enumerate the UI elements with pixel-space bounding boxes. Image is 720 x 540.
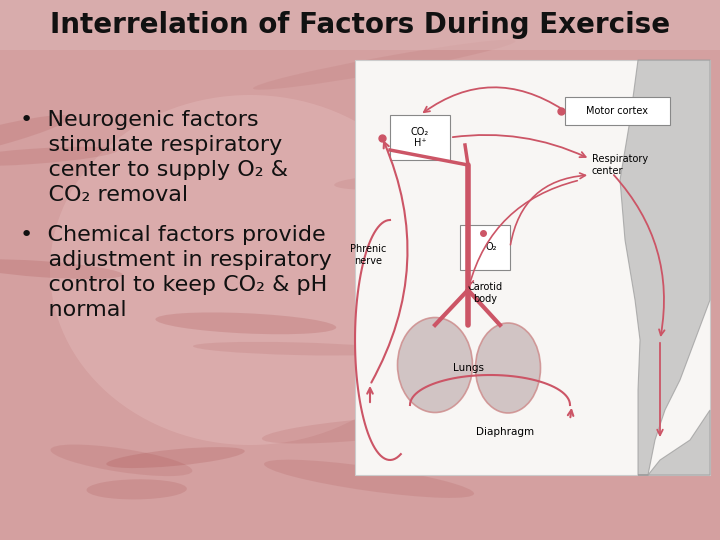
Text: control to keep CO₂ & pH: control to keep CO₂ & pH xyxy=(20,275,328,295)
Ellipse shape xyxy=(50,444,192,476)
Text: Interrelation of Factors During Exercise: Interrelation of Factors During Exercise xyxy=(50,11,670,39)
Text: normal: normal xyxy=(20,300,127,320)
Ellipse shape xyxy=(262,417,456,443)
Ellipse shape xyxy=(397,318,472,413)
Ellipse shape xyxy=(156,313,336,334)
Ellipse shape xyxy=(0,147,117,166)
Ellipse shape xyxy=(193,342,399,355)
Bar xyxy=(0,0,720,50)
Ellipse shape xyxy=(0,115,70,163)
Bar xyxy=(460,225,510,270)
Text: Phrenic
nerve: Phrenic nerve xyxy=(350,244,386,266)
Polygon shape xyxy=(620,60,710,475)
Ellipse shape xyxy=(50,95,450,445)
Ellipse shape xyxy=(334,176,426,190)
Text: adjustment in respiratory: adjustment in respiratory xyxy=(20,250,332,270)
Text: •  Chemical factors provide: • Chemical factors provide xyxy=(20,225,325,245)
Text: Motor cortex: Motor cortex xyxy=(587,106,649,116)
Ellipse shape xyxy=(264,460,474,498)
Ellipse shape xyxy=(86,480,187,500)
Text: Diaphragm: Diaphragm xyxy=(476,427,534,437)
Ellipse shape xyxy=(253,40,516,90)
Ellipse shape xyxy=(0,259,123,279)
Text: •  Neurogenic factors: • Neurogenic factors xyxy=(20,110,258,130)
Text: center to supply O₂ &: center to supply O₂ & xyxy=(20,160,288,180)
Text: stimulate respiratory: stimulate respiratory xyxy=(20,135,282,155)
Text: Respiratory
center: Respiratory center xyxy=(592,154,648,176)
Polygon shape xyxy=(638,410,710,475)
Text: Carotid
body: Carotid body xyxy=(467,282,503,305)
Text: O₂: O₂ xyxy=(485,242,497,253)
Bar xyxy=(565,97,670,125)
Text: CO₂ removal: CO₂ removal xyxy=(20,185,188,205)
Bar xyxy=(390,115,450,160)
Ellipse shape xyxy=(475,323,541,413)
Bar xyxy=(355,60,710,475)
Text: CO₂
H⁺: CO₂ H⁺ xyxy=(411,127,429,148)
Text: Lungs: Lungs xyxy=(452,363,484,373)
Ellipse shape xyxy=(107,447,245,468)
